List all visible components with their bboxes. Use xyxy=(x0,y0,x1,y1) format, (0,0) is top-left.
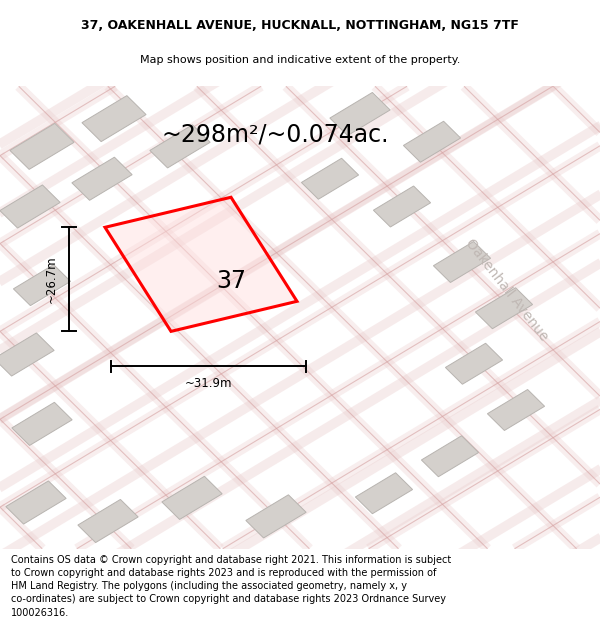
Polygon shape xyxy=(150,125,210,168)
Polygon shape xyxy=(72,158,132,200)
Text: Contains OS data © Crown copyright and database right 2021. This information is : Contains OS data © Crown copyright and d… xyxy=(11,555,451,618)
Text: ~31.9m: ~31.9m xyxy=(185,377,232,390)
Polygon shape xyxy=(0,333,54,376)
Polygon shape xyxy=(301,158,359,199)
Polygon shape xyxy=(6,481,66,524)
Polygon shape xyxy=(246,495,306,538)
Polygon shape xyxy=(13,264,71,306)
Polygon shape xyxy=(421,436,479,477)
Text: Map shows position and indicative extent of the property.: Map shows position and indicative extent… xyxy=(140,56,460,66)
Polygon shape xyxy=(475,288,533,329)
Polygon shape xyxy=(105,198,297,331)
Text: 37, OAKENHALL AVENUE, HUCKNALL, NOTTINGHAM, NG15 7TF: 37, OAKENHALL AVENUE, HUCKNALL, NOTTINGH… xyxy=(81,19,519,32)
Polygon shape xyxy=(433,241,491,282)
Polygon shape xyxy=(355,472,413,514)
Text: 37: 37 xyxy=(216,269,246,292)
Polygon shape xyxy=(10,123,74,169)
Text: Oakenhall Avenue: Oakenhall Avenue xyxy=(463,236,551,344)
Polygon shape xyxy=(487,389,545,431)
Polygon shape xyxy=(373,186,431,227)
Polygon shape xyxy=(12,402,72,446)
Polygon shape xyxy=(403,121,461,162)
Polygon shape xyxy=(0,185,60,228)
Polygon shape xyxy=(445,343,503,384)
Text: ~298m²/~0.074ac.: ~298m²/~0.074ac. xyxy=(162,122,389,147)
Polygon shape xyxy=(78,499,138,542)
Polygon shape xyxy=(162,476,222,519)
Polygon shape xyxy=(330,92,390,136)
Text: ~26.7m: ~26.7m xyxy=(44,256,58,303)
Polygon shape xyxy=(82,96,146,142)
